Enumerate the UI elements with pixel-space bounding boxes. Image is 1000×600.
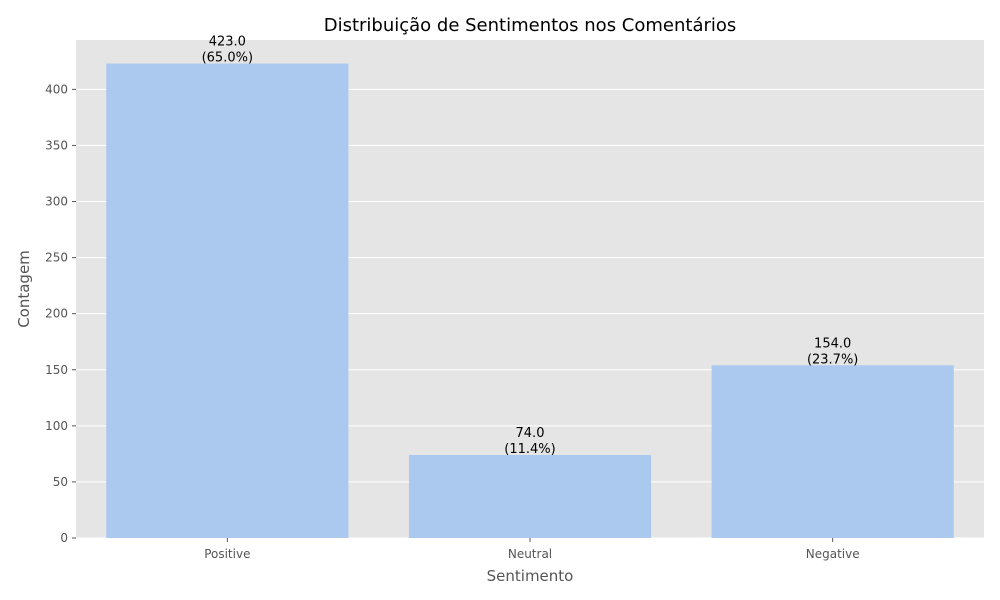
y-tick-label: 200 bbox=[45, 307, 68, 321]
y-tick-label: 150 bbox=[45, 363, 68, 377]
data-label-value: 154.0 bbox=[814, 336, 851, 351]
y-tick-label: 50 bbox=[53, 475, 68, 489]
data-label-value: 423.0 bbox=[209, 35, 246, 50]
y-tick-label: 300 bbox=[45, 195, 68, 209]
data-labels: 423.0(65.0%) 74.0(11.4%) 154.0(23.7%) bbox=[202, 35, 859, 457]
data-label-value: 74.0 bbox=[516, 426, 545, 441]
bars bbox=[106, 63, 954, 539]
bar-negative bbox=[711, 365, 954, 538]
x-axis-ticks: Positive Neutral Negative bbox=[204, 538, 860, 561]
x-tick-label: Negative bbox=[806, 547, 860, 561]
y-tick-label: 0 bbox=[60, 531, 68, 545]
y-tick-label: 400 bbox=[45, 82, 68, 96]
y-axis-ticks: 0 50 100 150 200 250 300 350 400 bbox=[45, 82, 76, 545]
y-tick-label: 100 bbox=[45, 419, 68, 433]
x-tick-label: Positive bbox=[204, 547, 250, 561]
x-tick-label: Neutral bbox=[508, 547, 552, 561]
data-label-percent: (23.7%) bbox=[807, 352, 858, 367]
y-axis-label: Contagem bbox=[15, 250, 33, 328]
chart-title: Distribuição de Sentimentos nos Comentár… bbox=[324, 15, 737, 36]
bar-neutral bbox=[408, 455, 652, 538]
y-tick-label: 350 bbox=[45, 138, 68, 152]
y-tick-label: 250 bbox=[45, 251, 68, 265]
bar-positive bbox=[106, 63, 349, 539]
x-axis-label: Sentimento bbox=[487, 567, 574, 585]
data-label-percent: (11.4%) bbox=[504, 442, 555, 457]
data-label-percent: (65.0%) bbox=[202, 51, 253, 66]
